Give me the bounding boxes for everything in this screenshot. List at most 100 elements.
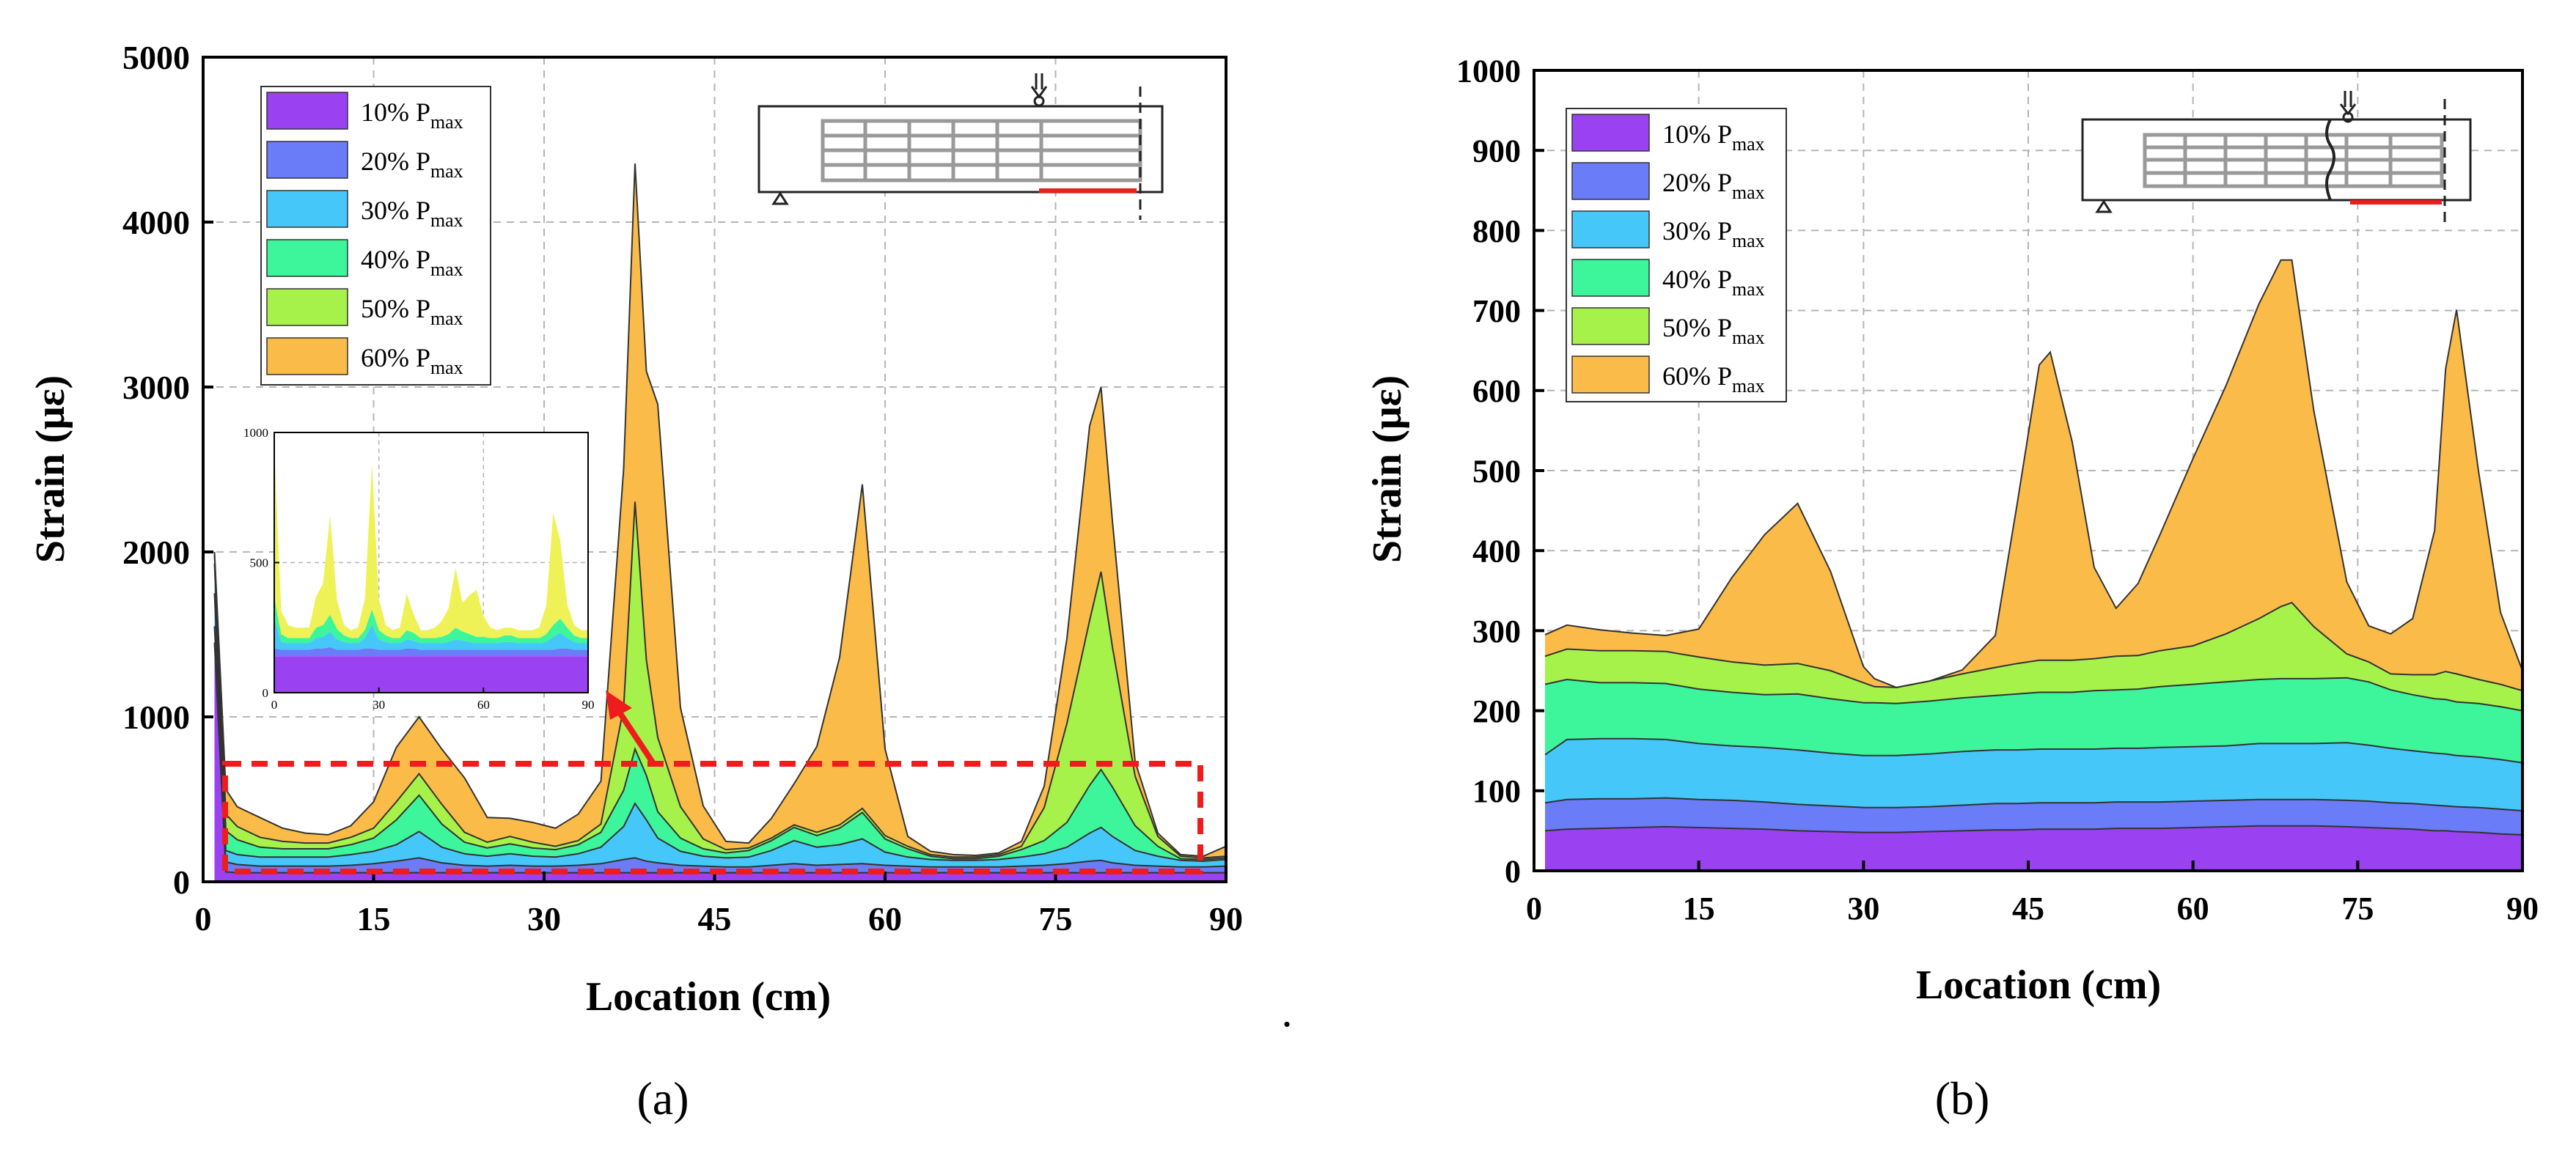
- y-tick-label: 0: [263, 686, 269, 700]
- area-30pmax: [1545, 738, 2522, 811]
- series-line: [1544, 602, 2523, 692]
- x-tick-label: 30: [527, 900, 561, 937]
- legend-label-subscript: max: [430, 259, 463, 280]
- x-tick-label: 45: [2012, 891, 2044, 927]
- panel-b-y-axis-title: Strain (με): [1365, 375, 1410, 563]
- x-tick-label: 30: [373, 698, 385, 712]
- legend-label-subscript: max: [430, 161, 463, 182]
- panel-a-x-axis-title: Location (cm): [586, 974, 831, 1020]
- panel-a-y-axis-title: Strain (με): [28, 375, 73, 563]
- y-tick-label: 900: [1472, 133, 1521, 169]
- series-line: [1544, 737, 2523, 764]
- y-tick-label: 2000: [122, 534, 190, 571]
- series-line: [213, 626, 1227, 868]
- y-tick-label: 4000: [122, 204, 190, 241]
- panel-b: 0 15 30 45 60 75 90010020030040050060070080090…: [1365, 53, 2539, 1124]
- crack-line: [2325, 119, 2335, 201]
- support-icon: [2095, 199, 2113, 213]
- x-tick-label: 30: [1847, 891, 1879, 927]
- legend-swatch: [266, 141, 348, 179]
- y-tick-label: 400: [1472, 534, 1521, 570]
- legend-label-subscript: max: [430, 357, 463, 378]
- x-tick-label: 90: [582, 698, 595, 712]
- x-tick-label: 60: [2177, 891, 2209, 927]
- area-layer-0: [274, 656, 588, 693]
- panel-b-ticks: 0 15 30 45 60 75 90010020030040050060070080090…: [1456, 53, 2539, 927]
- legend-label-subscript: max: [1732, 133, 1765, 155]
- legend-swatch: [1571, 356, 1650, 394]
- y-tick-label: 500: [1472, 453, 1521, 489]
- series-line: [213, 593, 1227, 862]
- legend-swatch: [1571, 307, 1650, 345]
- legend-frame: [260, 86, 491, 386]
- legend-swatch: [266, 288, 348, 326]
- area-layer-3: [274, 596, 588, 644]
- x-tick-label: 60: [477, 698, 490, 712]
- y-tick-label: 0: [173, 863, 190, 901]
- y-tick-label: 600: [1472, 373, 1521, 409]
- y-tick-label: 500: [250, 556, 269, 570]
- panel-a-beam-diagram: [757, 73, 1164, 220]
- load-arrow-icon: [1030, 73, 1048, 107]
- x-tick-label: 90: [1209, 900, 1243, 937]
- area-40pmax: [1545, 677, 2522, 763]
- y-tick-label: 1000: [1456, 53, 1521, 89]
- panel-a-zoom-arrow-head: [606, 690, 632, 720]
- area-60pmax: [1545, 259, 2522, 691]
- panel-b-x-axis-title: Location (cm): [1916, 962, 2161, 1008]
- x-tick-label: 75: [1039, 900, 1073, 937]
- series-line: [213, 501, 1227, 859]
- legend-label-subscript: max: [1732, 327, 1765, 348]
- panel-b-beam-diagram: [2081, 91, 2472, 224]
- series-line: [213, 163, 1227, 858]
- y-tick-label: 200: [1472, 693, 1521, 729]
- panel-a: 0 15 30 45 60 75 90 0 1000 2000 3000 4000 5000 0 30 60…: [28, 39, 1243, 1124]
- x-tick-label: 0: [195, 900, 212, 937]
- x-tick-label: 15: [357, 900, 391, 937]
- y-tick-label: 0: [1505, 853, 1521, 889]
- area-layer-4: [274, 445, 588, 638]
- panel-b-caption: (b): [1935, 1072, 1990, 1124]
- legend-swatch: [266, 239, 348, 277]
- panel-a-caption: (a): [636, 1072, 689, 1124]
- load-arrow-icon: [2339, 91, 2357, 123]
- x-tick-label: 45: [698, 900, 732, 937]
- series-line: [213, 563, 1227, 861]
- legend-swatch: [266, 190, 348, 228]
- series-line: [1544, 677, 2523, 712]
- legend-label-subscript: max: [1732, 375, 1765, 397]
- legend-label-subscript: max: [430, 308, 463, 329]
- area-40pmax: [214, 563, 1226, 861]
- panel-a-zoom-region: [222, 761, 1203, 874]
- legend-swatch: [266, 92, 348, 130]
- y-tick-label: 700: [1472, 293, 1521, 329]
- legend-swatch: [266, 337, 348, 375]
- y-tick-label: 100: [1472, 773, 1521, 809]
- x-tick-label: 60: [868, 900, 902, 937]
- y-tick-label: 5000: [122, 39, 190, 76]
- inset-areas: [274, 445, 588, 693]
- area-layer-2: [274, 617, 588, 650]
- y-tick-label: 1000: [243, 426, 268, 440]
- panel-a-inset: 0 30 60 90 0 500 1000: [243, 426, 595, 712]
- rebar-grid: [2143, 133, 2444, 188]
- x-tick-label: 75: [2341, 891, 2374, 927]
- series-line: [1544, 259, 2523, 688]
- legend-label-subscript: max: [430, 210, 463, 231]
- y-tick-label: 800: [1472, 213, 1521, 249]
- panel-b-series-lines: [1544, 259, 2523, 836]
- support-icon: [771, 191, 789, 205]
- legend-frame: [1566, 108, 1787, 402]
- x-tick-label: 90: [2506, 891, 2539, 927]
- panel-a-zoom-arrow-shaft: [617, 710, 656, 765]
- y-tick-label: 300: [1472, 614, 1521, 649]
- legend-label-subscript: max: [1732, 182, 1765, 203]
- area-10pmax: [1545, 825, 2522, 871]
- y-tick-label: 3000: [122, 369, 190, 406]
- legend-label-subscript: max: [1732, 230, 1765, 251]
- area-50pmax: [1545, 603, 2522, 711]
